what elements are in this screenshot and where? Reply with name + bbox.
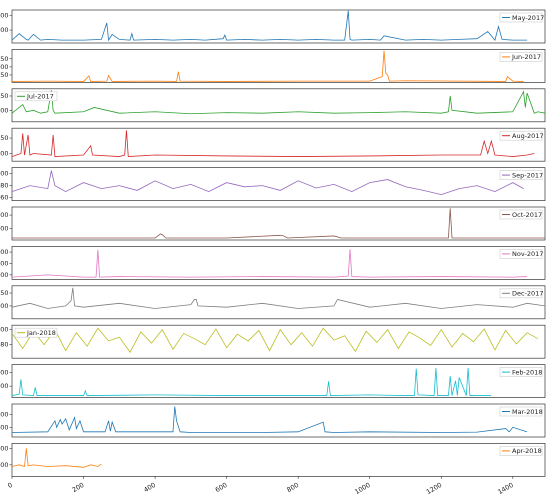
- y-tick-label: 100: [0, 302, 9, 310]
- y-tick-label: 100: [0, 149, 9, 157]
- legend-label: Dec-2017: [512, 290, 543, 298]
- y-tick-label: 300: [0, 248, 9, 256]
- y-tick-label: 250: [0, 71, 9, 79]
- x-tick-label: 200: [71, 481, 86, 494]
- axes-frame: [11, 443, 546, 477]
- x-tick-label: 400: [142, 481, 157, 494]
- axes-frame: [11, 167, 546, 201]
- series-line: [11, 249, 528, 278]
- axes-frame: [11, 246, 546, 280]
- x-tick-label: 0: [6, 481, 14, 490]
- legend-box: [499, 12, 543, 23]
- legend-label: Nov-2017: [512, 250, 543, 258]
- series-line: [12, 208, 545, 239]
- series-line: [11, 287, 546, 309]
- y-tick-label: 150: [0, 289, 9, 297]
- series-line: [11, 170, 524, 196]
- legend-label: Feb-2018: [512, 368, 542, 376]
- y-tick-label: 100: [0, 271, 9, 279]
- x-tick-label: 800: [285, 481, 300, 494]
- series-line: [11, 448, 102, 468]
- y-tick-label: 150: [0, 92, 9, 100]
- y-tick-label: 200: [0, 423, 9, 431]
- legend-label: May-2017: [512, 14, 544, 22]
- legend-label: Jan-2018: [26, 329, 56, 337]
- axes-frame: [11, 364, 546, 398]
- axes-frame: [11, 403, 546, 438]
- legend-box: [499, 288, 543, 299]
- x-tick-label: 600: [214, 481, 229, 494]
- legend-label: Mar-2018: [512, 408, 543, 416]
- y-tick-label: 200: [0, 382, 9, 390]
- series-line: [11, 130, 535, 157]
- axes-frame: [11, 127, 546, 162]
- axes-frame: [11, 49, 546, 83]
- series-line: [11, 10, 528, 42]
- y-tick-label: 200: [0, 225, 9, 233]
- axes-frame: [11, 206, 546, 241]
- legend-box: [499, 367, 543, 377]
- y-tick-label: 80: [0, 341, 8, 349]
- y-tick-label: 400: [0, 211, 9, 219]
- y-tick-label: 100: [0, 170, 9, 178]
- axes-frame: [11, 285, 546, 320]
- y-tick-label: 200: [0, 26, 9, 34]
- legend-box: [499, 406, 543, 417]
- legend-box: [499, 446, 543, 456]
- y-tick-label: 500: [0, 63, 9, 71]
- axes-frame: [11, 9, 546, 44]
- legend-box: [499, 52, 543, 62]
- y-tick-label: 400: [0, 369, 9, 377]
- series-line: [11, 367, 492, 397]
- legend-label: Sep-2017: [512, 171, 543, 179]
- y-tick-label: 60: [0, 194, 8, 202]
- y-tick-label: 80: [0, 182, 8, 190]
- x-tick-label: 1200: [425, 481, 443, 495]
- y-tick-label: 150: [0, 134, 9, 142]
- legend-label: Aug-2017: [512, 132, 544, 140]
- series-line: [11, 90, 546, 115]
- legend-box: [499, 170, 543, 180]
- y-tick-label: 100: [0, 461, 9, 469]
- y-tick-label: 400: [0, 12, 9, 20]
- legend-label: Jun-2017: [511, 53, 541, 61]
- axes-frame: [11, 324, 546, 359]
- legend-box: [14, 327, 58, 338]
- x-tick-label: 1400: [496, 481, 514, 495]
- legend-label: Oct-2017: [512, 211, 542, 219]
- series-line: [11, 406, 528, 433]
- legend-label: Apr-2018: [512, 447, 542, 455]
- y-tick-label: 200: [0, 444, 9, 452]
- x-tick-label: 1000: [353, 481, 371, 495]
- series-line: [11, 327, 539, 353]
- legend-box: [499, 209, 543, 220]
- axes-frame: [11, 88, 546, 123]
- y-tick-label: 750: [0, 55, 9, 63]
- y-tick-label: 100: [0, 106, 9, 114]
- legend-label: Jul-2017: [26, 93, 54, 101]
- legend-box: [499, 249, 543, 259]
- y-tick-label: 400: [0, 410, 9, 418]
- y-tick-label: 100: [0, 326, 9, 334]
- series-line: [11, 50, 524, 82]
- legend-box: [14, 91, 58, 102]
- y-tick-label: 200: [0, 259, 9, 267]
- legend-box: [499, 130, 543, 141]
